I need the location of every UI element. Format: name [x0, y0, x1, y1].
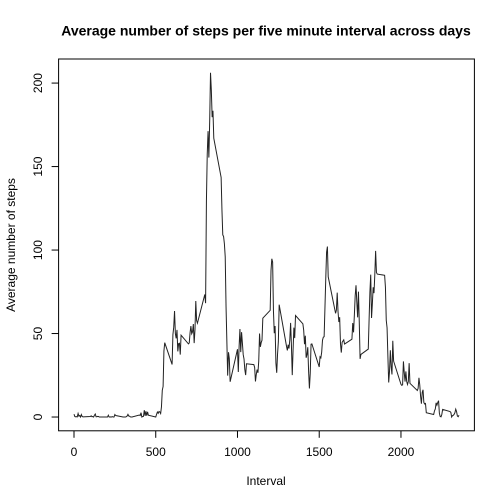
y-tick-label: 200	[31, 73, 45, 93]
chart-title: Average number of steps per five minute …	[61, 23, 471, 39]
x-tick-label: 500	[146, 445, 166, 459]
x-tick-label: 1500	[306, 445, 333, 459]
y-axis-label: Average number of steps	[4, 178, 18, 312]
y-tick-label: 0	[31, 413, 45, 420]
x-tick-label: 0	[71, 445, 78, 459]
y-tick-label: 150	[31, 156, 45, 176]
x-axis-label: Interval	[246, 474, 285, 488]
data-line	[73, 72, 460, 419]
x-tick-label: 1000	[224, 445, 251, 459]
x-tick-label: 2000	[388, 445, 415, 459]
plot-frame	[58, 58, 475, 432]
y-tick-label: 100	[31, 240, 45, 260]
y-tick-label: 50	[31, 327, 45, 341]
